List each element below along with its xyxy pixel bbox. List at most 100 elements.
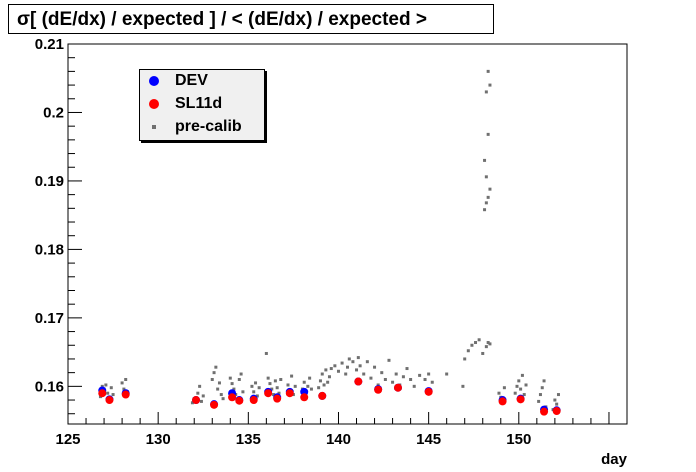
x-axis-label: day xyxy=(601,451,628,468)
point-pre-calib xyxy=(538,393,542,397)
point-pre-calib xyxy=(430,380,434,384)
point-pre-calib xyxy=(405,367,409,371)
point-pre-calib xyxy=(124,377,128,381)
point-pre-calib xyxy=(340,361,344,365)
point-pre-calib xyxy=(228,376,232,380)
point-pre-calib xyxy=(484,345,488,349)
point-sl11d xyxy=(498,397,507,406)
point-pre-calib xyxy=(277,391,281,395)
point-pre-calib xyxy=(488,83,492,87)
point-sl11d xyxy=(516,395,525,404)
point-sl11d xyxy=(210,400,219,409)
point-pre-calib xyxy=(219,393,223,397)
point-pre-calib xyxy=(317,386,321,390)
y-tick-label: 0.19 xyxy=(35,173,64,190)
y-tick-label: 0.2 xyxy=(43,104,64,121)
point-pre-calib xyxy=(302,380,306,384)
point-sl11d xyxy=(318,391,327,400)
x-tick-label: 140 xyxy=(326,431,351,448)
point-pre-calib xyxy=(484,90,488,94)
point-pre-calib xyxy=(344,372,348,376)
point-sl11d xyxy=(249,396,258,405)
point-pre-calib xyxy=(252,390,256,394)
point-pre-calib xyxy=(380,371,384,375)
point-pre-calib xyxy=(254,381,258,385)
point-pre-calib xyxy=(477,338,481,342)
point-pre-calib xyxy=(190,401,194,405)
point-sl11d xyxy=(540,407,549,416)
point-sl11d xyxy=(235,396,244,405)
point-pre-calib xyxy=(481,351,485,355)
point-pre-calib xyxy=(488,187,492,191)
point-pre-calib xyxy=(324,368,328,372)
point-pre-calib xyxy=(279,377,283,381)
point-sl11d xyxy=(273,394,282,403)
point-pre-calib xyxy=(100,384,104,388)
point-pre-calib xyxy=(268,382,272,386)
point-pre-calib xyxy=(109,386,113,390)
legend-item-sl11d: SL11d xyxy=(140,94,264,116)
point-pre-calib xyxy=(230,382,234,386)
point-pre-calib xyxy=(232,387,236,391)
point-pre-calib xyxy=(466,349,470,353)
point-pre-calib xyxy=(293,384,297,388)
legend: DEV SL11d pre-calib xyxy=(139,69,265,141)
point-pre-calib xyxy=(264,351,268,355)
point-pre-calib xyxy=(216,387,220,391)
point-sl11d xyxy=(354,377,363,386)
point-pre-calib xyxy=(273,379,277,383)
point-pre-calib xyxy=(351,360,355,364)
x-tick-label: 150 xyxy=(506,431,531,448)
point-pre-calib xyxy=(365,360,369,364)
point-pre-calib xyxy=(524,383,528,387)
point-pre-calib xyxy=(463,357,467,361)
point-pre-calib xyxy=(322,383,326,387)
legend-marker-pre-calib xyxy=(152,125,156,129)
point-dev xyxy=(300,387,309,396)
point-pre-calib xyxy=(497,391,501,395)
legend-label-dev: DEV xyxy=(175,72,208,89)
point-pre-calib xyxy=(474,341,478,345)
point-pre-calib xyxy=(470,343,474,347)
point-pre-calib xyxy=(401,375,405,379)
point-pre-calib xyxy=(553,398,557,402)
point-pre-calib xyxy=(111,393,115,397)
point-pre-calib xyxy=(391,380,395,384)
point-pre-calib xyxy=(542,379,546,383)
point-sl11d xyxy=(192,396,201,405)
point-sl11d xyxy=(285,389,294,398)
point-pre-calib xyxy=(515,384,519,388)
point-pre-calib xyxy=(519,387,523,391)
point-pre-calib xyxy=(412,384,416,388)
point-pre-calib xyxy=(488,342,492,346)
point-pre-calib xyxy=(358,364,362,368)
point-sl11d xyxy=(374,385,383,394)
point-pre-calib xyxy=(122,387,126,391)
point-pre-calib xyxy=(520,373,524,377)
point-pre-calib xyxy=(362,372,366,376)
point-sl11d xyxy=(424,387,433,396)
point-pre-calib xyxy=(484,175,488,179)
y-tick-label: 0.18 xyxy=(35,241,64,258)
point-pre-calib xyxy=(257,386,261,390)
point-pre-calib xyxy=(346,365,349,369)
point-pre-calib xyxy=(423,377,427,381)
point-pre-calib xyxy=(255,394,259,398)
point-pre-calib xyxy=(320,372,324,376)
point-pre-calib xyxy=(326,380,330,384)
point-pre-calib xyxy=(347,357,351,361)
point-pre-calib xyxy=(445,372,449,376)
point-pre-calib xyxy=(266,376,270,380)
point-pre-calib xyxy=(286,383,290,387)
legend-item-pre-calib: pre-calib xyxy=(140,117,264,139)
legend-marker-dev xyxy=(149,76,159,86)
point-pre-calib xyxy=(486,195,490,199)
point-pre-calib xyxy=(461,384,465,388)
point-pre-calib xyxy=(556,393,560,397)
point-pre-calib xyxy=(486,69,490,73)
point-pre-calib xyxy=(513,391,517,395)
x-tick-label: 145 xyxy=(416,431,441,448)
y-tick-label: 0.21 xyxy=(35,36,64,53)
axis-ticks: 125 130 135 140 145 150 0.16 0.17 0.18 0.19 0.2 0.2… xyxy=(35,36,628,448)
